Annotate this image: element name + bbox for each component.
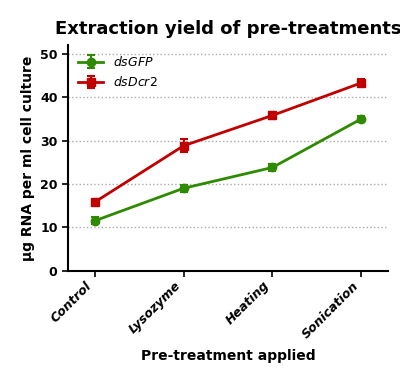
X-axis label: Pre-treatment applied: Pre-treatment applied: [141, 349, 315, 363]
Title: Extraction yield of pre-treatments: Extraction yield of pre-treatments: [55, 20, 400, 38]
Legend: $\it{dsGFP}$, $\it{dsDcr2}$: $\it{dsGFP}$, $\it{dsDcr2}$: [74, 52, 162, 93]
Y-axis label: μg RNA per ml cell culture: μg RNA per ml cell culture: [20, 55, 34, 261]
